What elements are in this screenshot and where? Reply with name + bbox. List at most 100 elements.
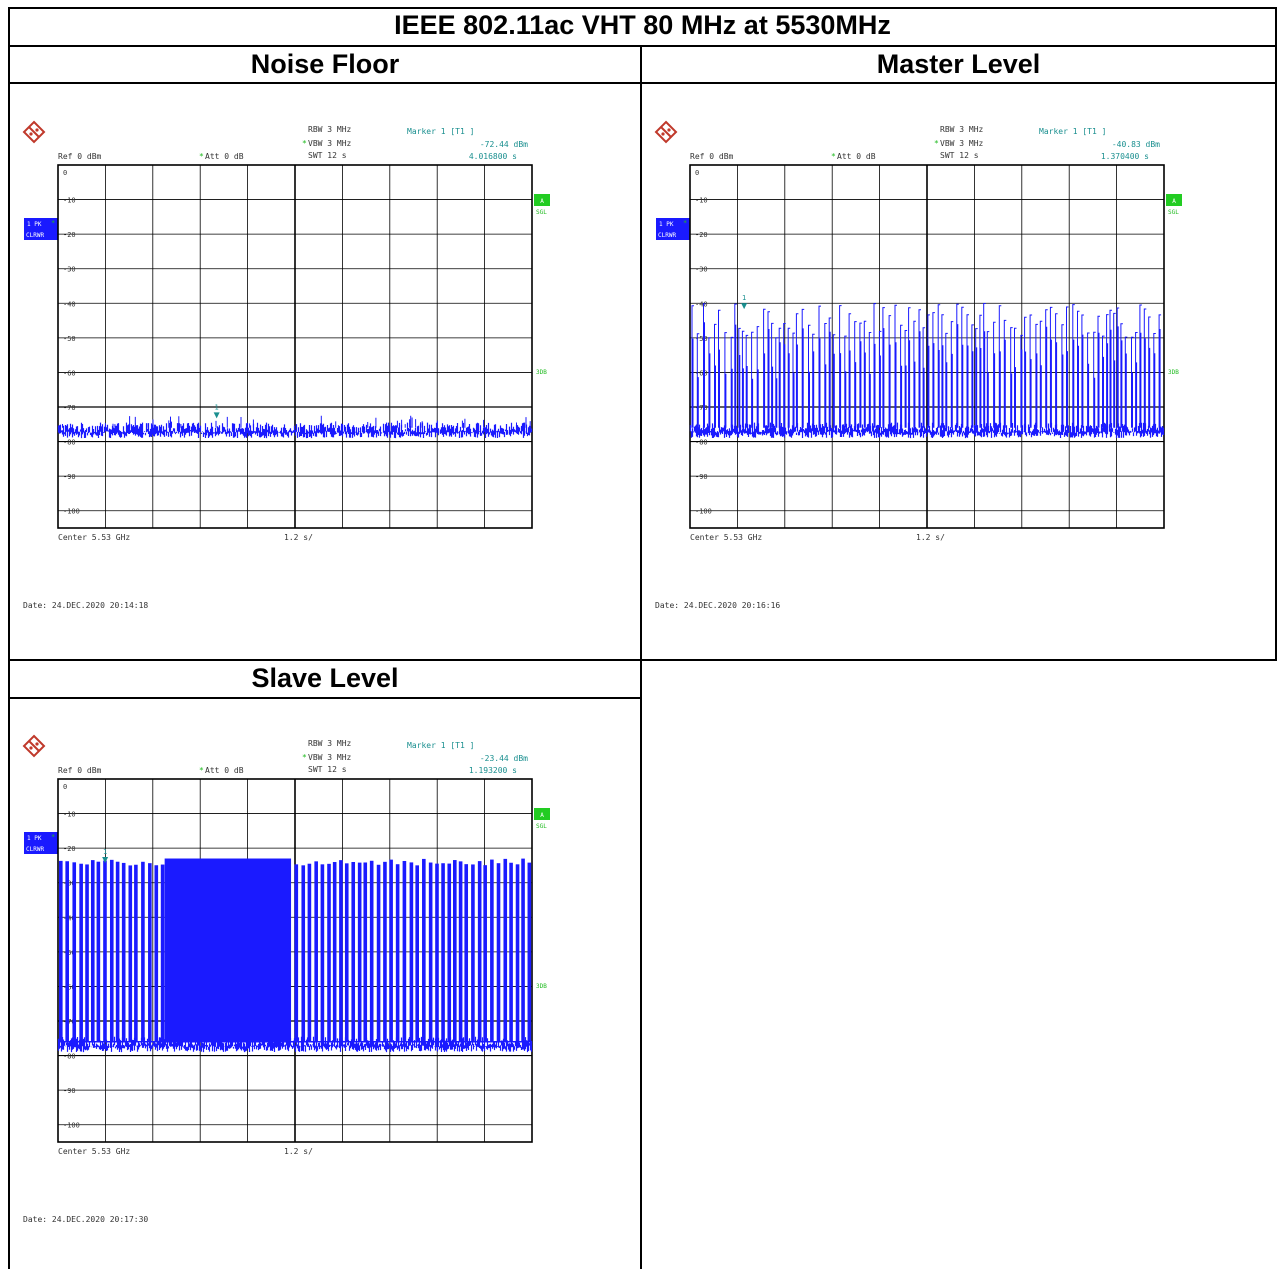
logo-dot-1 [29, 132, 33, 136]
burst-block [409, 862, 414, 1042]
swt-label: SWT 12 s [308, 151, 347, 160]
vbw-asterisk: * [302, 139, 307, 148]
a-badge-label: A [540, 812, 544, 819]
vbw-asterisk: * [934, 139, 939, 148]
marker-readout-time: 1.193200 s [469, 766, 517, 775]
burst-block [154, 865, 159, 1042]
a-badge-label: A [1172, 198, 1176, 205]
burst-block [441, 863, 445, 1042]
marker-triangle-icon [741, 303, 748, 310]
table-border-left [8, 7, 10, 1269]
rohde-schwarz-logo [654, 120, 678, 144]
y-tick-label: 0 [63, 783, 67, 791]
a-badge [534, 808, 550, 820]
date-label: Date: 24.DEC.2020 20:16:16 [655, 601, 780, 610]
burst-block [357, 862, 362, 1042]
panel-heading-noise-floor: Noise Floor [250, 49, 400, 79]
vbw-label: VBW 3 MHz [940, 139, 984, 148]
trace-badge [24, 218, 58, 229]
mode-badge [24, 843, 58, 854]
burst-block [294, 864, 299, 1042]
center-frequency-label: Center 5.53 GHz [690, 533, 762, 542]
burst-block [521, 858, 525, 1042]
marker-triangle-icon [213, 412, 220, 419]
att-asterisk: * [199, 766, 204, 775]
y-tick-label: -50 [695, 335, 708, 343]
a-badge [1166, 194, 1182, 206]
ref-level-label: Ref 0 dBm [58, 766, 102, 775]
mode-badge-label: CLRWR [26, 846, 44, 853]
y-tick-label: -60 [695, 369, 708, 377]
plot-frame [57, 164, 533, 529]
marker-triangle-icon [102, 857, 109, 864]
burst-block [339, 860, 343, 1042]
table-border-row1-bottom [8, 659, 1277, 661]
logo-dot-1 [29, 746, 33, 750]
trace-badge [24, 832, 58, 843]
center-frequency-label: Center 5.53 GHz [58, 1147, 130, 1156]
burst-block [115, 861, 120, 1042]
y-tick-label: -70 [63, 1018, 76, 1026]
vbw-asterisk: * [302, 753, 307, 762]
noise-spikes [62, 415, 531, 428]
sweep-per-div-label: 1.2 s/ [916, 533, 945, 542]
y-tick-label: -100 [63, 508, 80, 516]
burst-block [307, 863, 312, 1042]
ref-level-label: Ref 0 dBm [58, 152, 102, 161]
rohde-schwarz-logo [22, 734, 46, 758]
burst-block [109, 859, 114, 1042]
a-badge-label: A [540, 198, 544, 205]
vbw-label: VBW 3 MHz [308, 139, 352, 148]
marker-readout-level: -72.44 dBm [480, 140, 528, 149]
burst-block [458, 861, 463, 1042]
burst-block [490, 859, 494, 1042]
y-tick-label: -90 [695, 473, 708, 481]
burst-lines [691, 303, 1162, 428]
burst-block [72, 862, 77, 1042]
marker-number: 1 [103, 848, 107, 856]
analyzer-plot-noise-floor: RBW 3 MHz VBW 3 MHz * SWT 12 s Ref 0 dBm Att … [10, 110, 640, 620]
mode-badge-label: CLRWR [658, 232, 676, 239]
logo-diamond [22, 120, 46, 144]
page-title: IEEE 802.11ac VHT 80 MHz at 5530MHz [394, 10, 891, 40]
burst-block [85, 864, 89, 1042]
burst-block [402, 860, 407, 1042]
spectrum-trace [57, 858, 533, 1053]
logo-diamond [654, 120, 678, 144]
swt-label: SWT 12 s [308, 765, 347, 774]
marker-readout-time: 4.016800 s [469, 152, 517, 161]
threedb-label: 3DB [1168, 369, 1179, 376]
noise-floor-trace [57, 1036, 533, 1053]
table-border-right [1275, 7, 1277, 661]
logo-stroke [660, 126, 672, 138]
burst-block [59, 860, 63, 1042]
burst-block [389, 859, 393, 1042]
attenuation-label: Att 0 dB [205, 152, 244, 161]
burst-block [515, 864, 520, 1042]
burst-block [464, 864, 469, 1042]
burst-block [141, 861, 145, 1042]
mode-badge [656, 229, 690, 240]
burst-block [363, 862, 368, 1042]
burst-block [160, 864, 165, 1042]
logo-stroke [28, 740, 40, 752]
burst-block [96, 861, 101, 1042]
marker-number: 1 [215, 403, 219, 411]
mode-badge-label: CLRWR [26, 232, 44, 239]
attenuation-label: Att 0 dB [837, 152, 876, 161]
burst-block [332, 862, 337, 1042]
sgl-label: SGL [1168, 209, 1179, 216]
burst-block [128, 865, 133, 1042]
burst-block [148, 863, 152, 1042]
trace-badge-label: 1 PK [659, 221, 674, 228]
table-border-heading2-bottom [8, 697, 642, 699]
burst-block [428, 862, 433, 1042]
burst-block [369, 860, 374, 1042]
y-tick-label: -20 [63, 845, 76, 853]
logo-dot-2 [35, 128, 39, 132]
burst-block [471, 864, 475, 1042]
swt-label: SWT 12 s [940, 151, 979, 160]
threedb-label: 3DB [536, 983, 547, 990]
y-tick-label: -90 [63, 1087, 76, 1095]
